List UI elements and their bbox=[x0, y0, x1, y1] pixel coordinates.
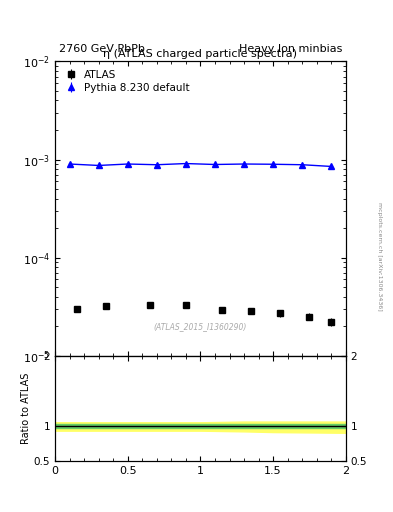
Title: η (ATLAS charged particle spectra): η (ATLAS charged particle spectra) bbox=[103, 49, 298, 59]
Legend: ATLAS, Pythia 8.230 default: ATLAS, Pythia 8.230 default bbox=[60, 67, 193, 96]
Y-axis label: Ratio to ATLAS: Ratio to ATLAS bbox=[21, 373, 31, 444]
Text: 2760 GeV PbPb: 2760 GeV PbPb bbox=[59, 44, 145, 54]
Text: Heavy Ion minbias: Heavy Ion minbias bbox=[239, 44, 342, 54]
Text: (ATLAS_2015_I1360290): (ATLAS_2015_I1360290) bbox=[154, 322, 247, 331]
Text: mcplots.cern.ch [arXiv:1306.3436]: mcplots.cern.ch [arXiv:1306.3436] bbox=[377, 202, 382, 310]
